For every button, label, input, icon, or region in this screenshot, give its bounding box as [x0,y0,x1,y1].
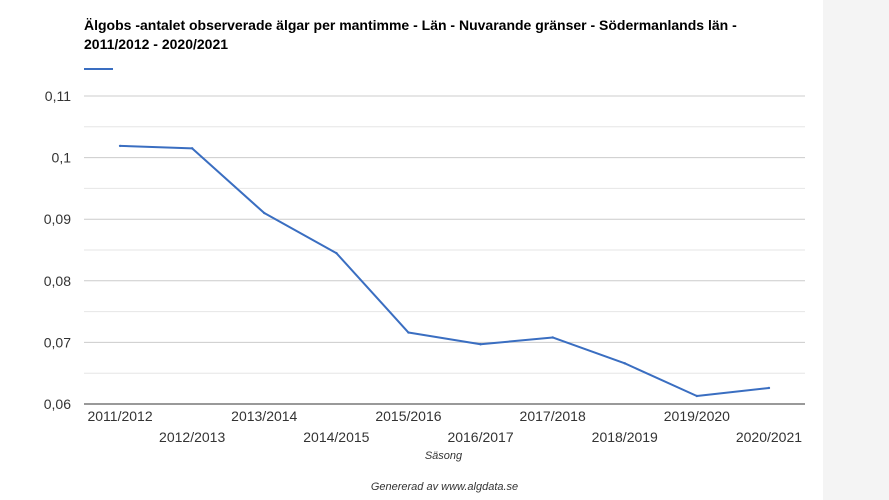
y-tick-label: 0,07 [44,334,71,350]
x-tick-label: 2020/2021 [736,429,802,445]
data-point [695,394,699,398]
x-tick-label: 2013/2014 [231,408,297,424]
data-point [335,251,338,255]
data-point [118,144,122,148]
x-tick-label: 2012/2013 [159,429,225,445]
y-tick-label: 0,1 [52,150,72,166]
x-tick-label: 2011/2012 [87,408,152,424]
data-point [623,362,626,365]
series-line [120,144,770,397]
y-tick-label: 0,06 [44,396,71,412]
data-point [190,147,194,150]
line-chart: 0,06 0,07 0,08 0,09 0,1 0,11 2011/2012 2012/201… [44,88,805,462]
data-point [767,386,771,390]
x-tick-label: 2014/2015 [303,429,369,445]
x-tick-label: 2015/2016 [375,408,441,424]
data-point [407,331,410,334]
y-tick-label: 0,08 [44,273,71,289]
data-point [551,336,554,339]
y-tick-label: 0,09 [44,211,71,227]
x-tick-label: 2016/2017 [447,429,513,445]
chart-card: Älgobs -antalet observerade älgar per ma… [0,0,823,500]
x-tick-label: 2018/2019 [592,429,658,445]
y-tick-label: 0,11 [45,88,71,104]
x-tick-label: 2017/2018 [520,408,586,424]
chart-title: Älgobs -antalet observerade älgar per ma… [84,17,737,52]
x-axis-title: Säsong [425,450,463,462]
x-tick-label: 2019/2020 [664,408,730,424]
data-point [263,211,266,215]
footer-credit: Genererad av www.algdata.se [370,481,519,493]
data-point [479,343,482,346]
legend-series-swatch [84,68,113,70]
